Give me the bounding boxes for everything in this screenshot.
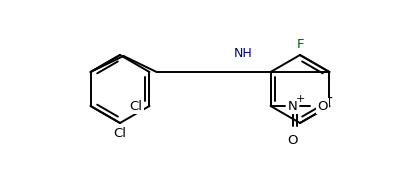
Text: -: -: [327, 92, 332, 106]
Text: O: O: [318, 99, 328, 113]
Text: Cl: Cl: [130, 99, 143, 113]
Text: O: O: [287, 134, 298, 147]
Text: +: +: [296, 94, 305, 104]
Text: N: N: [288, 99, 297, 113]
Text: F: F: [296, 38, 304, 51]
Text: Cl: Cl: [113, 127, 126, 140]
Text: NH: NH: [234, 47, 252, 60]
